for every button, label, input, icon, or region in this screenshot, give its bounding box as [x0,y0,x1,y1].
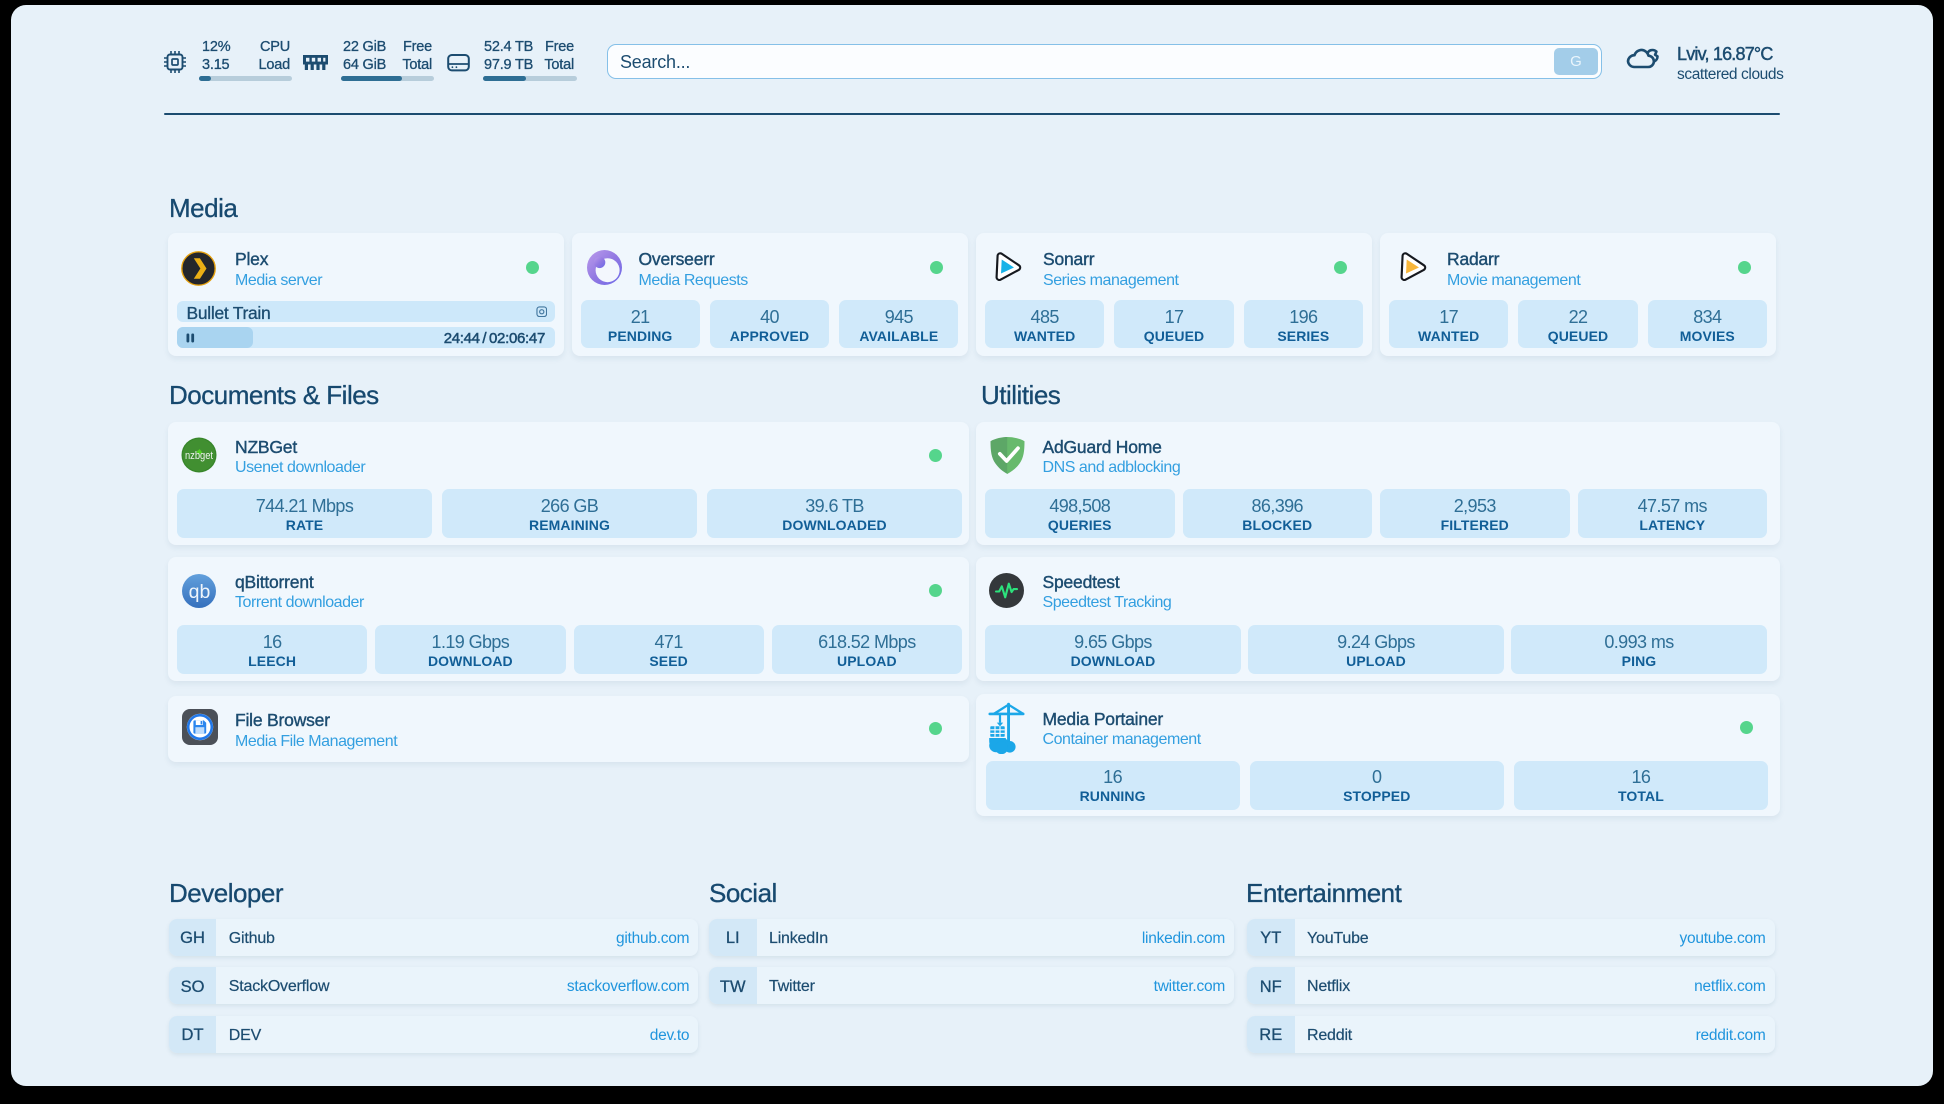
svg-text:qb: qb [189,581,211,603]
svg-text:nzbget: nzbget [185,450,213,462]
